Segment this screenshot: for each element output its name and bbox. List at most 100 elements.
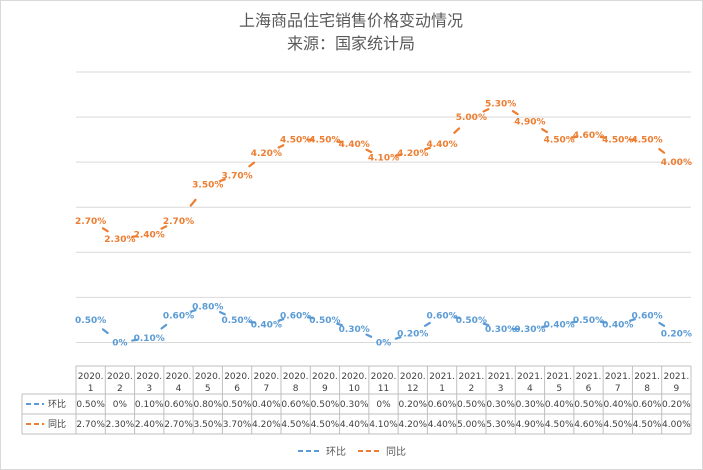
- table-cell: 4.20%: [398, 420, 427, 430]
- data-label: 0.60%: [280, 311, 311, 321]
- table-cell: 4.40%: [428, 420, 457, 430]
- table-cell: 0.30%: [486, 400, 515, 410]
- series-lines: [101, 108, 666, 342]
- table-header-month: 2: [468, 384, 474, 394]
- table-cell: 0.20%: [398, 400, 427, 410]
- data-label: 0.30%: [339, 325, 370, 335]
- data-label: 4.20%: [251, 149, 282, 159]
- table-cell: 5.00%: [457, 420, 486, 430]
- series-segment-1: [101, 227, 109, 233]
- data-label: 4.50%: [309, 136, 340, 146]
- table-cell: 0.60%: [428, 400, 457, 410]
- data-label: 4.60%: [573, 131, 604, 141]
- data-label: 0.30%: [485, 325, 516, 335]
- data-label: 0.40%: [602, 320, 633, 330]
- table-cell: 0.50%: [311, 400, 340, 410]
- table-cell: 0.80%: [193, 400, 222, 410]
- table-series-name: 同比: [48, 418, 66, 430]
- table-header-year: 2020.: [400, 372, 426, 382]
- table-cell: 3.70%: [223, 420, 252, 430]
- table-header-year: 2021.: [546, 372, 572, 382]
- table-header-month: 1: [88, 384, 94, 394]
- table-header-month: 3: [498, 384, 504, 394]
- series-segment-0: [306, 316, 314, 320]
- series-segment-1: [453, 127, 461, 134]
- data-label: 4.90%: [514, 118, 545, 128]
- table-header-month: 9: [673, 384, 679, 394]
- series-segment-1: [365, 148, 373, 154]
- table-header-month: 4: [527, 384, 533, 394]
- table-cell: 0.60%: [164, 400, 193, 410]
- table-header-year: 2020.: [166, 372, 192, 382]
- table-cell: 4.40%: [340, 420, 369, 430]
- table-header-year: 2020.: [341, 372, 367, 382]
- chart-title: 上海商品住宅销售价格变动情况: [239, 11, 463, 30]
- legend: 环比 同比: [298, 446, 406, 458]
- series-segment-1: [248, 161, 256, 168]
- table-cell: 4.90%: [516, 420, 545, 430]
- data-label: 0.10%: [134, 334, 165, 344]
- table-cell: 0.60%: [281, 400, 310, 410]
- data-label: 4.40%: [339, 140, 370, 150]
- table-header-year: 2020.: [195, 372, 221, 382]
- data-label: 0.40%: [544, 320, 575, 330]
- series-segment-0: [541, 325, 549, 329]
- data-label: 0.50%: [456, 316, 487, 326]
- data-label: 0.60%: [426, 311, 457, 321]
- table-cell: 0.30%: [340, 400, 369, 410]
- table-cell: 0.50%: [457, 400, 486, 410]
- table-header-month: 11: [378, 384, 389, 394]
- table-cell: 0%: [113, 400, 128, 410]
- series-segment-0: [160, 323, 168, 330]
- table-cell: 0.40%: [545, 400, 574, 410]
- table-header-year: 2020.: [136, 372, 162, 382]
- table-cell: 0%: [376, 400, 391, 410]
- chart-subtitle: 来源：国家统计局: [287, 34, 415, 53]
- series-segment-1: [394, 153, 402, 157]
- table-cell: 4.10%: [369, 420, 398, 430]
- table-header-month: 4: [176, 384, 182, 394]
- series-segment-1: [189, 198, 197, 207]
- data-label: 4.50%: [280, 136, 311, 146]
- table-header-month: 5: [556, 384, 562, 394]
- table-header-month: 5: [205, 384, 211, 394]
- table-header-month: 8: [644, 384, 650, 394]
- table-header-year: 2021.: [488, 372, 514, 382]
- table-cell: 0.20%: [662, 400, 691, 410]
- table-cell: 5.30%: [486, 420, 515, 430]
- data-label: 2.70%: [75, 217, 106, 227]
- table-cell: 4.50%: [545, 420, 574, 430]
- legend-label-0: 环比: [326, 446, 346, 458]
- table-header-month: 10: [348, 384, 360, 394]
- table-header-month: 6: [586, 384, 592, 394]
- data-label: 2.40%: [134, 230, 165, 240]
- table-cell: 0.10%: [135, 400, 164, 410]
- table-header-month: 3: [146, 384, 152, 394]
- table-cell: 0.60%: [633, 400, 662, 410]
- data-label: 0.60%: [163, 311, 194, 321]
- series-segment-0: [482, 322, 490, 327]
- data-label: 2.70%: [163, 217, 194, 227]
- data-label: 0.40%: [251, 320, 282, 330]
- series-segment-0: [365, 333, 373, 338]
- table-header-month: 2: [117, 384, 123, 394]
- table-cell: 4.60%: [574, 420, 603, 430]
- table-header-month: 1: [439, 384, 445, 394]
- table-cell: 0.40%: [603, 400, 632, 410]
- table-cell: 0.50%: [574, 400, 603, 410]
- data-label: 0.20%: [661, 329, 692, 339]
- table-series-name: 环比: [48, 398, 66, 410]
- data-label: 4.50%: [631, 136, 662, 146]
- data-label: 0.50%: [309, 316, 340, 326]
- series-segment-1: [423, 146, 431, 151]
- table-cell: 0.40%: [252, 400, 281, 410]
- data-label: 2.30%: [104, 235, 135, 245]
- data-label: 0.30%: [514, 325, 545, 335]
- data-label: 0.80%: [192, 302, 223, 312]
- table-header-year: 2021.: [663, 372, 689, 382]
- data-label: 5.00%: [456, 113, 487, 123]
- table-cell: 2.40%: [135, 420, 164, 430]
- data-label: 5.30%: [485, 100, 516, 110]
